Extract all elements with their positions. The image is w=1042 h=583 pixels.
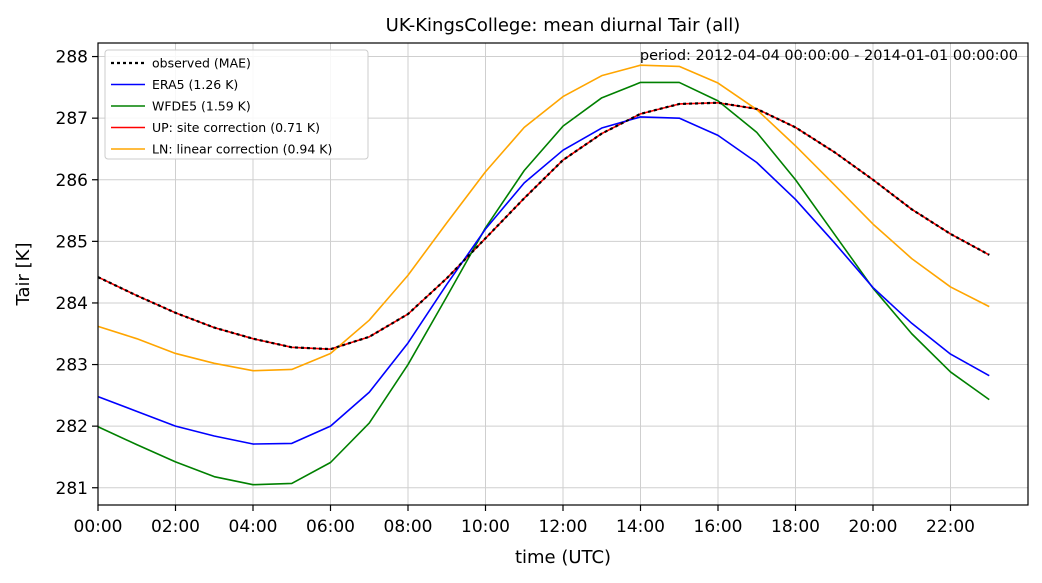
- legend-label: observed (MAE): [152, 56, 251, 71]
- x-tick-label: 18:00: [771, 517, 820, 537]
- legend-items: observed (MAE) ERA5 (1.26 K) WFDE5 (1.59 K…: [111, 56, 332, 157]
- series-lines: [97, 64, 990, 486]
- y-tick-label: 282: [56, 417, 88, 437]
- period-annotation: period: 2012-04-04 00:00:00 - 2014-01-01…: [640, 48, 1018, 64]
- series-line-era5: [97, 116, 990, 445]
- x-tick-label: 10:00: [461, 517, 510, 537]
- axis-ticks: 00:00 02:00 04:00 06:00 08:00 10:00 12:00 14:00…: [56, 48, 975, 537]
- x-tick-label: 22:00: [926, 517, 975, 537]
- x-axis-label: time (UTC): [515, 547, 611, 568]
- x-tick-label: 04:00: [229, 517, 278, 537]
- x-tick-label: 00:00: [74, 517, 123, 537]
- legend-label: LN: linear correction (0.94 K): [152, 142, 332, 157]
- series-line-observed: [97, 101, 990, 351]
- x-tick-label: 16:00: [694, 517, 743, 537]
- x-tick-label: 06:00: [306, 517, 355, 537]
- series-line-ln: [97, 64, 990, 372]
- x-tick-label: 02:00: [151, 517, 200, 537]
- y-tick-label: 285: [56, 232, 88, 252]
- x-tick-label: 20:00: [849, 517, 898, 537]
- legend-label: WFDE5 (1.59 K): [152, 99, 251, 114]
- x-tick-label: 08:00: [384, 517, 433, 537]
- legend-label: UP: site correction (0.71 K): [152, 120, 320, 135]
- y-tick-label: 281: [56, 479, 88, 499]
- y-tick-label: 284: [56, 294, 88, 314]
- x-tick-label: 14:00: [616, 517, 665, 537]
- y-axis-label: Tair [K]: [13, 242, 34, 306]
- y-tick-label: 283: [56, 356, 88, 376]
- y-tick-label: 287: [56, 109, 88, 129]
- x-tick-label: 12:00: [539, 517, 588, 537]
- y-tick-label: 288: [56, 48, 88, 68]
- grid: [97, 43, 1028, 505]
- chart-title: UK-KingsCollege: mean diurnal Tair (all): [386, 15, 741, 36]
- legend-box: [104, 49, 369, 160]
- legend: observed (MAE) ERA5 (1.26 K) WFDE5 (1.59 K…: [104, 49, 369, 160]
- legend-label: ERA5 (1.26 K): [152, 77, 238, 92]
- series-line-wfde5: [97, 81, 990, 486]
- y-tick-label: 286: [56, 171, 88, 191]
